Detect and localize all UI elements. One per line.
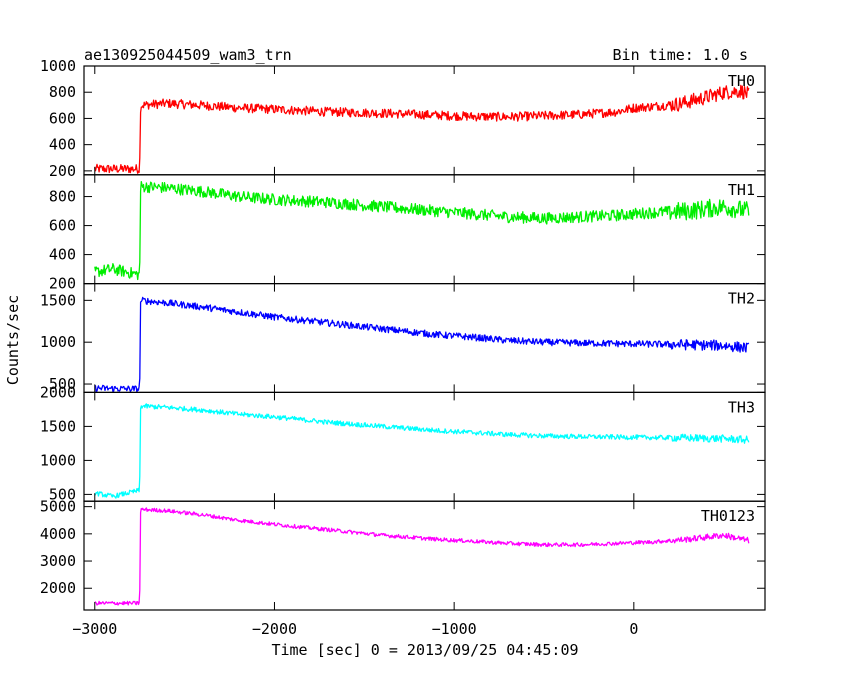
y-tick-label: 500 [49, 485, 76, 503]
y-tick-label: 4000 [40, 525, 76, 543]
panel-th0: 200 400 600 800 1000 TH0 [40, 57, 766, 180]
y-tick-label: 600 [49, 217, 76, 235]
series-line-th2 [94, 296, 750, 393]
series-label-th1: TH1 [728, 181, 755, 199]
y-tick-label: 3000 [40, 552, 76, 570]
x-tick-label: −3000 [72, 620, 117, 638]
panel-th2: 500 1000 1500 TH2 [40, 283, 766, 394]
bin-time-label: Bin time: 1.0 s [613, 46, 748, 64]
panel-frame [83, 65, 766, 176]
x-tick-label: −1000 [432, 620, 477, 638]
y-tick-label: 600 [49, 109, 76, 127]
panel-frame [83, 500, 766, 611]
y-axis-label: Counts/sec [4, 295, 22, 385]
panel-frame [83, 283, 766, 394]
y-tick-label: 1000 [40, 333, 76, 351]
y-tick-label: 1000 [40, 57, 76, 75]
y-tick-label: 1500 [40, 291, 76, 309]
series-label-th0: TH0 [728, 72, 755, 90]
panel-th0123: 2000 3000 4000 5000 TH0123 [40, 498, 766, 611]
y-tick-label: 400 [49, 246, 76, 264]
y-tick-label: 500 [49, 375, 76, 393]
panels-group: 200 400 600 800 1000 TH0 200 400 600 800 TH1 500 100… [40, 57, 766, 611]
y-tick-label: 5000 [40, 498, 76, 516]
y-tick-label: 1500 [40, 417, 76, 435]
series-label-th3: TH3 [728, 398, 755, 416]
y-tick-label: 200 [49, 162, 76, 180]
series-label-th2: TH2 [728, 290, 755, 308]
series-label-th0123: TH0123 [701, 507, 755, 525]
y-tick-label: 400 [49, 136, 76, 154]
x-axis-label: Time [sec] 0 = 2013/09/25 04:45:09 [271, 641, 578, 659]
x-tick-label: 0 [629, 620, 638, 638]
y-tick-label: 800 [49, 83, 76, 101]
x-axis: −3000 −2000 −1000 0 [72, 620, 638, 638]
y-tick-label: 1000 [40, 451, 76, 469]
series-line-th0123 [94, 507, 750, 606]
y-tick-label: 2000 [40, 579, 76, 597]
chart-title: ae130925044509_wam3_trn [84, 46, 292, 64]
panel-th1: 200 400 600 800 TH1 [49, 174, 766, 293]
series-line-th1 [94, 180, 750, 281]
series-line-th3 [94, 403, 750, 499]
x-tick-label: −2000 [252, 620, 297, 638]
panel-th3: 500 1000 1500 2000 TH3 [40, 383, 766, 503]
y-tick-label: 2000 [40, 383, 76, 401]
y-tick-label: 800 [49, 188, 76, 206]
y-tick-label: 200 [49, 275, 76, 293]
series-line-th0 [94, 84, 750, 174]
